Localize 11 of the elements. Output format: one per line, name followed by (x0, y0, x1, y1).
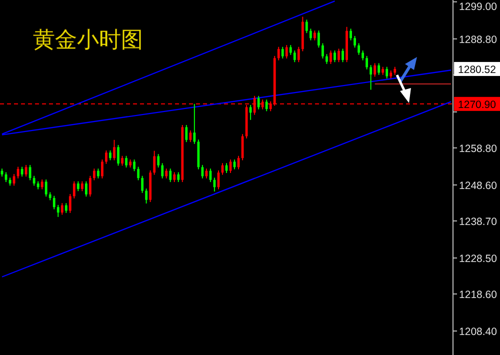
y-tick-label: 1228.50 (459, 252, 498, 265)
y-tick-label: 1258.80 (459, 142, 498, 155)
y-tick-label: 1238.70 (459, 216, 498, 228)
y-tick-label: 1288.80 (459, 34, 498, 46)
y-tick-label: 1208.40 (459, 326, 498, 338)
text: 黄金小时图 (33, 27, 143, 52)
y-tick-label: 1218.60 (459, 288, 498, 301)
y-tick-label: 1299.00 (459, 1, 498, 13)
ref-line-label: 1270.90 (458, 98, 496, 111)
text: 1280.52 (458, 64, 496, 76)
y-tick-label: 1248.60 (459, 180, 498, 192)
